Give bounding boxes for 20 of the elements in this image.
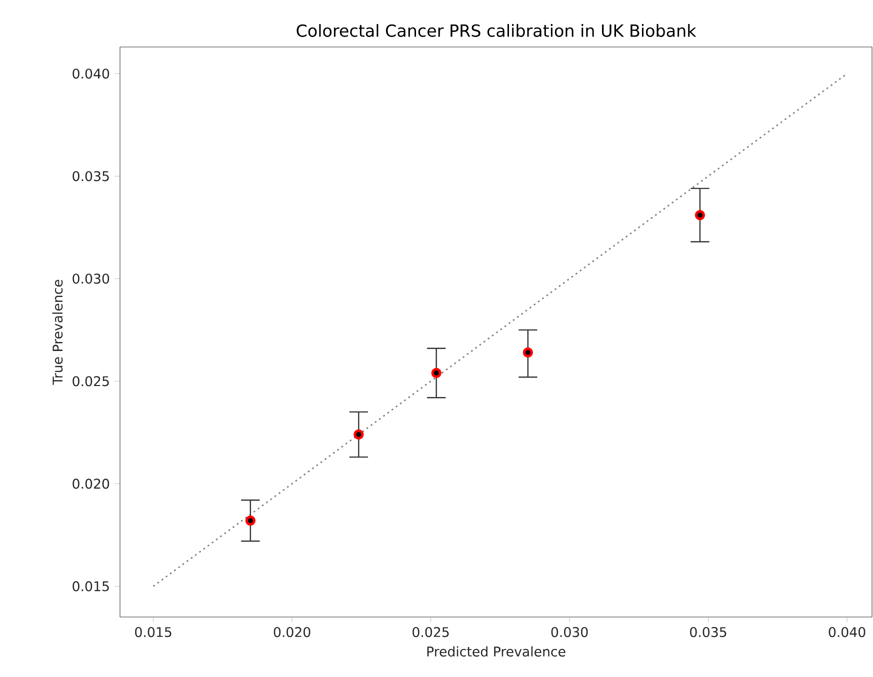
x-axis-title: Predicted Prevalence bbox=[427, 646, 566, 657]
x-tick-label: 0.020 bbox=[274, 627, 310, 638]
point bbox=[354, 429, 364, 440]
y-tick-label: 0.030 bbox=[72, 274, 110, 284]
y-tick-label: 0.015 bbox=[72, 581, 109, 592]
y-tick-label: 0.040 bbox=[72, 68, 110, 79]
point bbox=[522, 347, 533, 358]
y-tick-label: 0.020 bbox=[72, 478, 110, 489]
y-tick-label: 0.025 bbox=[72, 376, 109, 386]
point bbox=[694, 210, 706, 220]
x-tick-label: 0.035 bbox=[690, 627, 726, 638]
x-tick-label: 0.040 bbox=[828, 627, 866, 638]
x-tick-label: 0.025 bbox=[412, 627, 449, 638]
y-axis-title: True Prevalence bbox=[52, 280, 63, 385]
y-tick-label: 0.035 bbox=[72, 171, 109, 182]
x-tick-label: 0.030 bbox=[551, 627, 588, 638]
chart-title: Colorectal Cancer PRS calibration in UK Biobank bbox=[296, 24, 696, 37]
point bbox=[245, 516, 256, 526]
point bbox=[431, 368, 442, 378]
x-tick-label: 0.015 bbox=[135, 627, 172, 638]
